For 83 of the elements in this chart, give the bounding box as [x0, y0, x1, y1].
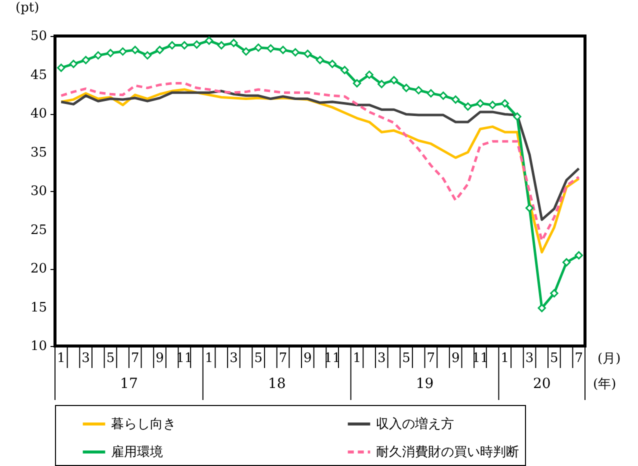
x-tick-label: 5 — [254, 351, 263, 366]
point — [278, 46, 288, 54]
x-tick-label: 9 — [451, 351, 460, 366]
point — [476, 99, 484, 108]
point — [82, 56, 90, 64]
x-axis-title: (月) — [598, 352, 621, 366]
point — [94, 51, 102, 60]
point — [328, 60, 336, 68]
point — [180, 41, 189, 50]
x-tick-label: 5 — [402, 351, 410, 366]
x-tick-label: 9 — [304, 351, 312, 366]
y-tick-label: 45 — [30, 68, 47, 83]
x-tick-label: 3 — [377, 351, 386, 366]
point — [57, 64, 66, 72]
x-tick-label: 7 — [574, 351, 583, 366]
x-tick-label: 5 — [106, 351, 115, 366]
y-tick-label: 40 — [30, 106, 47, 122]
point — [156, 46, 164, 54]
point — [402, 84, 410, 92]
legend-label: 暮らし向き — [111, 417, 176, 432]
y-axis-title: (pt) — [16, 0, 40, 16]
point — [378, 80, 386, 88]
point — [143, 51, 152, 60]
point — [291, 48, 300, 56]
point — [217, 41, 226, 50]
y-tick-label: 35 — [30, 145, 47, 160]
point — [525, 204, 534, 212]
point — [538, 304, 546, 312]
point — [266, 44, 275, 53]
x-tick-label: 7 — [278, 351, 288, 366]
text: 18 — [268, 376, 286, 392]
point — [352, 79, 362, 88]
point — [242, 47, 250, 56]
point — [304, 50, 312, 58]
y-tick-label: 30 — [30, 184, 47, 199]
legend-label: 雇用環境 — [111, 444, 163, 460]
text: 17 — [120, 376, 138, 392]
point — [562, 258, 571, 266]
point — [316, 56, 324, 64]
y-tick-label: 20 — [30, 262, 47, 276]
point — [131, 46, 140, 54]
x-tick-label: 5 — [550, 351, 558, 366]
x-tick-label: 7 — [130, 351, 140, 366]
point — [106, 48, 115, 58]
point — [414, 86, 423, 94]
point — [464, 102, 472, 111]
y-tick-label: 15 — [30, 300, 47, 316]
point — [513, 112, 522, 121]
point — [390, 76, 398, 84]
point — [168, 41, 176, 50]
point — [550, 289, 558, 298]
point — [69, 60, 78, 68]
point — [204, 36, 214, 45]
x-tick-label: 1 — [204, 351, 214, 366]
point — [340, 66, 349, 74]
legend-label: 収入の増え方 — [376, 416, 454, 432]
x-tick-label: 1 — [500, 351, 510, 366]
point — [118, 47, 127, 56]
point — [254, 44, 262, 52]
x-tick-label: 1 — [352, 351, 362, 366]
point — [365, 70, 374, 79]
point — [488, 100, 497, 110]
line-series — [60, 90, 580, 221]
point — [439, 92, 448, 100]
point — [574, 251, 583, 260]
point — [426, 89, 436, 98]
point — [192, 40, 201, 49]
x-tick-label: 3 — [82, 351, 90, 366]
text: 19 — [416, 376, 434, 392]
legend-label: 耐久消費財の買い時判断 — [376, 445, 519, 460]
x-tick-label: 1 — [57, 351, 66, 366]
x-tick-label: 3 — [230, 351, 238, 366]
point — [500, 99, 509, 108]
x-tick-label: 9 — [156, 351, 164, 366]
text: (年) — [593, 377, 616, 392]
y-tick-label: 10 — [30, 339, 47, 354]
y-tick-label: 25 — [30, 222, 47, 238]
x-tick-label: 7 — [426, 351, 436, 366]
y-tick-label: 50 — [30, 29, 47, 44]
text: 20 — [532, 376, 551, 392]
point — [451, 95, 460, 104]
x-tick-label: 3 — [525, 351, 534, 366]
point — [230, 38, 238, 48]
